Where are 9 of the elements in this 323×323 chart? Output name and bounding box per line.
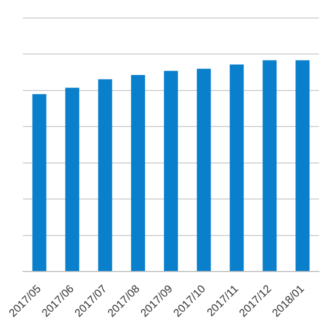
bar: [196, 68, 211, 272]
bar: [230, 64, 244, 272]
bar: [131, 75, 146, 272]
bar: [65, 88, 80, 272]
bar: [296, 60, 310, 272]
bar: [98, 79, 112, 272]
bar: [164, 70, 178, 272]
bar: [262, 60, 277, 272]
bar: [32, 94, 46, 272]
